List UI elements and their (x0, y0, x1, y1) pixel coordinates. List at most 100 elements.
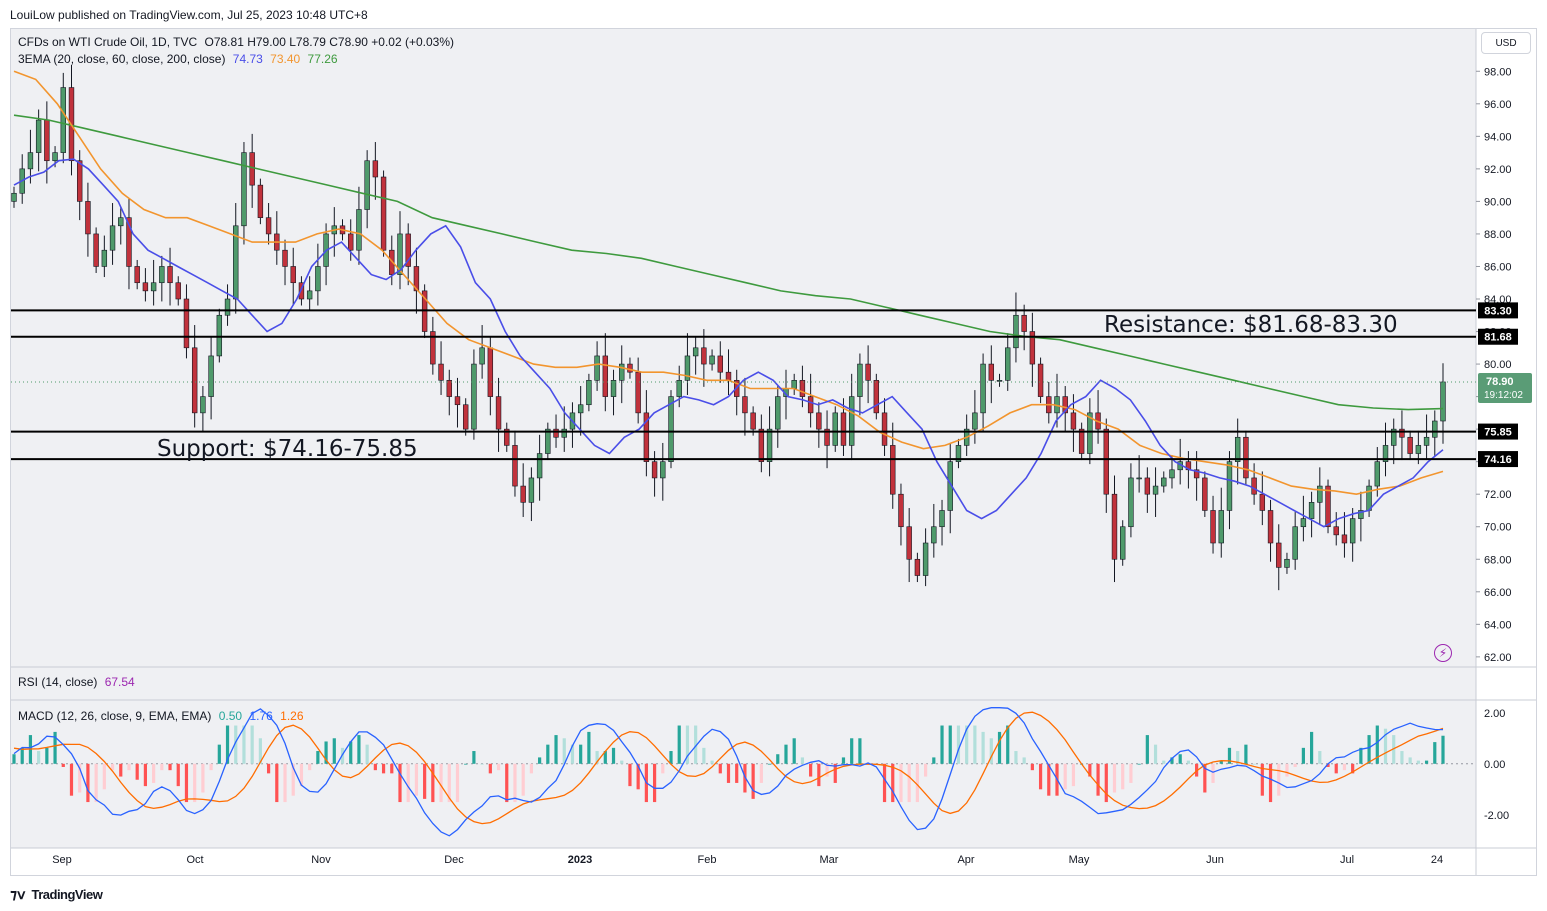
ema-legend[interactable]: 3EMA (20, close, 60, close, 200, close) … (18, 52, 338, 66)
candle-body (939, 510, 945, 528)
candle-body (701, 347, 707, 365)
level-badge-label-1: 81.68 (1484, 332, 1512, 344)
candle-body (1259, 493, 1266, 511)
macd-histogram-bar (299, 763, 304, 787)
candle-body (1341, 534, 1348, 544)
macd-histogram-bar (69, 763, 74, 796)
candle-body (438, 363, 444, 381)
candle-body (898, 493, 904, 528)
candle-body (1144, 477, 1151, 495)
candle-body (77, 160, 83, 202)
y-tick-label-4: 90.00 (1484, 196, 1512, 208)
candle-body (85, 201, 91, 235)
macd-histogram-bar (439, 763, 443, 803)
candle-body (717, 355, 723, 373)
macd-histogram-bar (1047, 763, 1051, 796)
candle-body (553, 428, 559, 438)
macd-histogram-bar (505, 763, 509, 803)
candle-body (848, 396, 855, 446)
candle-body (101, 249, 108, 267)
candle-body (200, 396, 206, 414)
level-badge-2 (1478, 423, 1518, 440)
macd-histogram-bar (899, 763, 903, 803)
candle-body (1152, 485, 1159, 495)
candle-body (405, 233, 411, 267)
macd-histogram-bar (652, 763, 657, 803)
y-tick-label-15: 68.00 (1484, 554, 1512, 566)
candle-body (298, 282, 305, 300)
candle-body (651, 461, 658, 479)
candle-body (290, 266, 296, 284)
macd-histogram-bar (119, 763, 123, 777)
rsi-value: 67.54 (104, 675, 135, 689)
candle-body (224, 298, 231, 316)
candle-body (1210, 510, 1216, 544)
macd-signal-line (13, 711, 1444, 825)
macd-histogram-bar (1038, 763, 1043, 790)
macd-histogram-bar (1186, 760, 1191, 764)
macd-histogram-bar (924, 763, 928, 777)
candle-body (1423, 436, 1430, 446)
candle-body (208, 355, 214, 397)
x-tick-label-9: Jun (1206, 854, 1224, 866)
macd-histogram-bar (349, 741, 353, 764)
candle-body (1037, 363, 1044, 397)
candle-body (536, 453, 543, 479)
macd-histogram-bar (751, 763, 755, 799)
macd-histogram-bar (1318, 751, 1322, 764)
macd-histogram-bar (981, 731, 985, 764)
macd-histogram-bar (1367, 735, 1371, 764)
candle-body (1366, 485, 1372, 511)
macd-histogram-bar (406, 763, 410, 803)
macd-histogram-bar (694, 725, 698, 764)
candle-body (1415, 445, 1422, 454)
candle-body (495, 396, 502, 430)
macd-histogram-bar (242, 725, 246, 764)
candle-body (873, 380, 880, 414)
footer-brand[interactable]: TradingView (31, 886, 103, 902)
macd-histogram-bar (1342, 763, 1347, 771)
x-tick-label-3: Dec (444, 854, 464, 866)
y-tick-label-17: 64.00 (1484, 619, 1512, 631)
macd-legend[interactable]: MACD (12, 26, close, 9, EMA, EMA) 0.50 1… (18, 709, 304, 723)
candle-body (1292, 526, 1298, 560)
macd-histogram-bar (455, 763, 460, 803)
candle-body (150, 282, 157, 292)
candle-body (93, 233, 99, 267)
macd-histogram-bar (1400, 751, 1404, 764)
macd-histogram-bar (1351, 763, 1355, 774)
candle-body (462, 404, 469, 430)
candle-body (1276, 542, 1282, 568)
macd-histogram-bar (12, 754, 16, 764)
candle-body (807, 396, 814, 414)
candle-body (635, 371, 641, 414)
macd-histogram-bar (932, 757, 936, 764)
candle-body (1399, 428, 1405, 438)
currency-button[interactable]: USD (1481, 32, 1531, 54)
macd-histogram-bar (275, 763, 279, 803)
macd-histogram-bar (907, 763, 911, 803)
candle-body (134, 266, 140, 284)
lightning-icon[interactable]: ⚡ (1434, 644, 1452, 662)
chart-frame (10, 28, 1537, 876)
candle-body (1374, 461, 1380, 487)
candle-body (914, 558, 921, 576)
candle-body (857, 363, 863, 397)
macd-histogram-bar (1268, 763, 1273, 803)
macd-histogram-bar (1309, 731, 1314, 764)
macd-histogram-bar (316, 751, 320, 764)
candle-body (545, 428, 551, 454)
macd-histogram-bar (390, 763, 394, 774)
macd-histogram-bar (718, 763, 722, 774)
rsi-legend[interactable]: RSI (14, close) 67.54 (18, 675, 135, 689)
candle-body (709, 355, 715, 365)
macd-histogram-bar (357, 735, 361, 764)
macd-histogram-bar (956, 725, 961, 764)
symbol-name[interactable]: CFDs on WTI Crude Oil, 1D, TVC (18, 35, 198, 49)
candle-body (816, 412, 822, 430)
candle-body (1078, 428, 1085, 454)
candle-body (1325, 485, 1331, 528)
macd-histogram-bar (1088, 763, 1092, 777)
level-badge-label-3: 74.16 (1484, 454, 1512, 466)
